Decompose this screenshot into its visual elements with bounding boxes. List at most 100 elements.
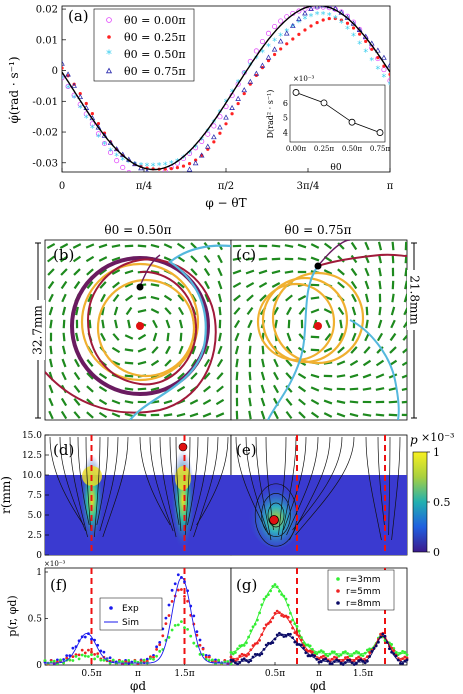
g-point [300,643,303,647]
g-point [242,657,246,661]
vector-arrow [124,282,134,288]
f-point [192,641,196,645]
vector-arrow [273,358,279,368]
f-point [155,654,159,658]
a-ytick-label: 0.02 [36,5,58,16]
panel-a-inset: 0.00π 0.25π 0.50π 0.75π 4 5 6 ×10⁻³ θ0 D(rad² … [266,75,390,173]
colorbar-exponent: ×10⁻³ [421,431,454,444]
a-point-theta0-075 [235,95,241,101]
a-point-theta0-025 [272,52,277,57]
d-streamline [149,436,174,532]
vector-arrow [389,346,397,354]
g-point [330,662,334,666]
a-point-theta0-025 [230,112,234,116]
vector-arrow [245,281,255,289]
vector-arrow [364,241,370,251]
inset-line [295,92,381,133]
g-point [401,650,404,653]
d-streamline [77,436,90,526]
a-point-theta0-025 [96,122,101,126]
inset-ylabel: D(rad² · s⁻¹) [266,90,275,139]
f-point [102,658,106,662]
vector-arrow [362,413,372,417]
vector-arrow [98,372,108,380]
a-point-theta0-050: * [254,55,259,65]
a-point-theta0-025 [364,39,368,43]
vector-arrow [404,267,407,277]
vector-arrow [364,280,370,290]
vector-arrow [363,346,371,354]
panel-f-xlabel: φd [130,679,146,693]
g-point [229,651,233,654]
g-point [229,655,233,659]
vector-arrow [150,308,160,314]
vector-arrow [124,387,134,391]
inset-ytick-label: 4 [283,129,288,138]
inset-point [376,129,384,136]
a-point-theta0-000 [381,67,387,73]
a-point-theta0-050: * [193,144,198,154]
g-point [341,651,345,654]
vector-arrow [137,296,147,300]
f-point [121,660,124,664]
f-point [183,626,186,630]
a-point-theta0-025 [66,74,70,78]
panel-c-label: (c) [236,246,256,264]
a-point-theta0-000 [211,123,217,129]
legend-marker-075 [105,67,113,74]
a-point-theta0-050: * [297,19,302,29]
a-point-theta0-050: * [212,119,217,129]
vector-arrow [323,347,333,353]
vector-arrow [190,372,198,380]
vector-arrow [248,410,252,420]
a-point-theta0-025 [303,28,307,32]
f-point [127,658,131,662]
g-point [363,661,367,665]
a-point-theta0-075 [192,160,199,166]
vector-arrow [362,359,372,367]
traj-c-tail [317,240,351,267]
g-point [344,656,347,660]
a-point-theta0-025 [339,18,344,22]
vector-arrow [401,387,407,392]
g-point [341,663,345,666]
vector-arrow [273,410,279,420]
g-point [333,650,336,654]
vector-arrow [73,280,81,290]
a-point-theta0-075 [302,10,308,16]
a-point-theta0-075 [153,171,154,172]
vector-arrow [177,306,185,316]
vector-arrow [324,333,332,341]
vector-arrow [349,373,359,379]
vector-arrow [73,371,81,381]
f-point [83,654,87,658]
f-point [164,622,168,626]
g-point [403,650,407,654]
vector-arrow [349,400,359,404]
g-point [280,614,283,617]
f-point [102,650,106,654]
a-point-theta0-000 [145,176,149,180]
g-point [234,651,237,654]
d-streamline [49,436,84,526]
vector-arrow [87,293,93,303]
vector-arrow [248,384,252,394]
g-point [359,653,363,657]
vector-arrow [164,359,172,367]
a-point-theta0-050: * [78,105,83,115]
vector-arrow [72,243,82,249]
vector-arrow [202,412,212,418]
f-point [170,588,174,592]
a-point-theta0-000 [65,83,71,89]
vector-arrow [402,320,407,329]
a-point-theta0-075 [247,78,254,84]
legend-marker-050: * [106,48,112,61]
vector-arrow [378,306,382,316]
f-point [176,588,180,592]
f-point [167,614,171,617]
g-point [379,632,382,636]
traj-cyan [129,244,231,420]
d-streamline [69,436,88,538]
a-point-theta0-075 [259,62,266,68]
vector-arrow [113,306,119,316]
